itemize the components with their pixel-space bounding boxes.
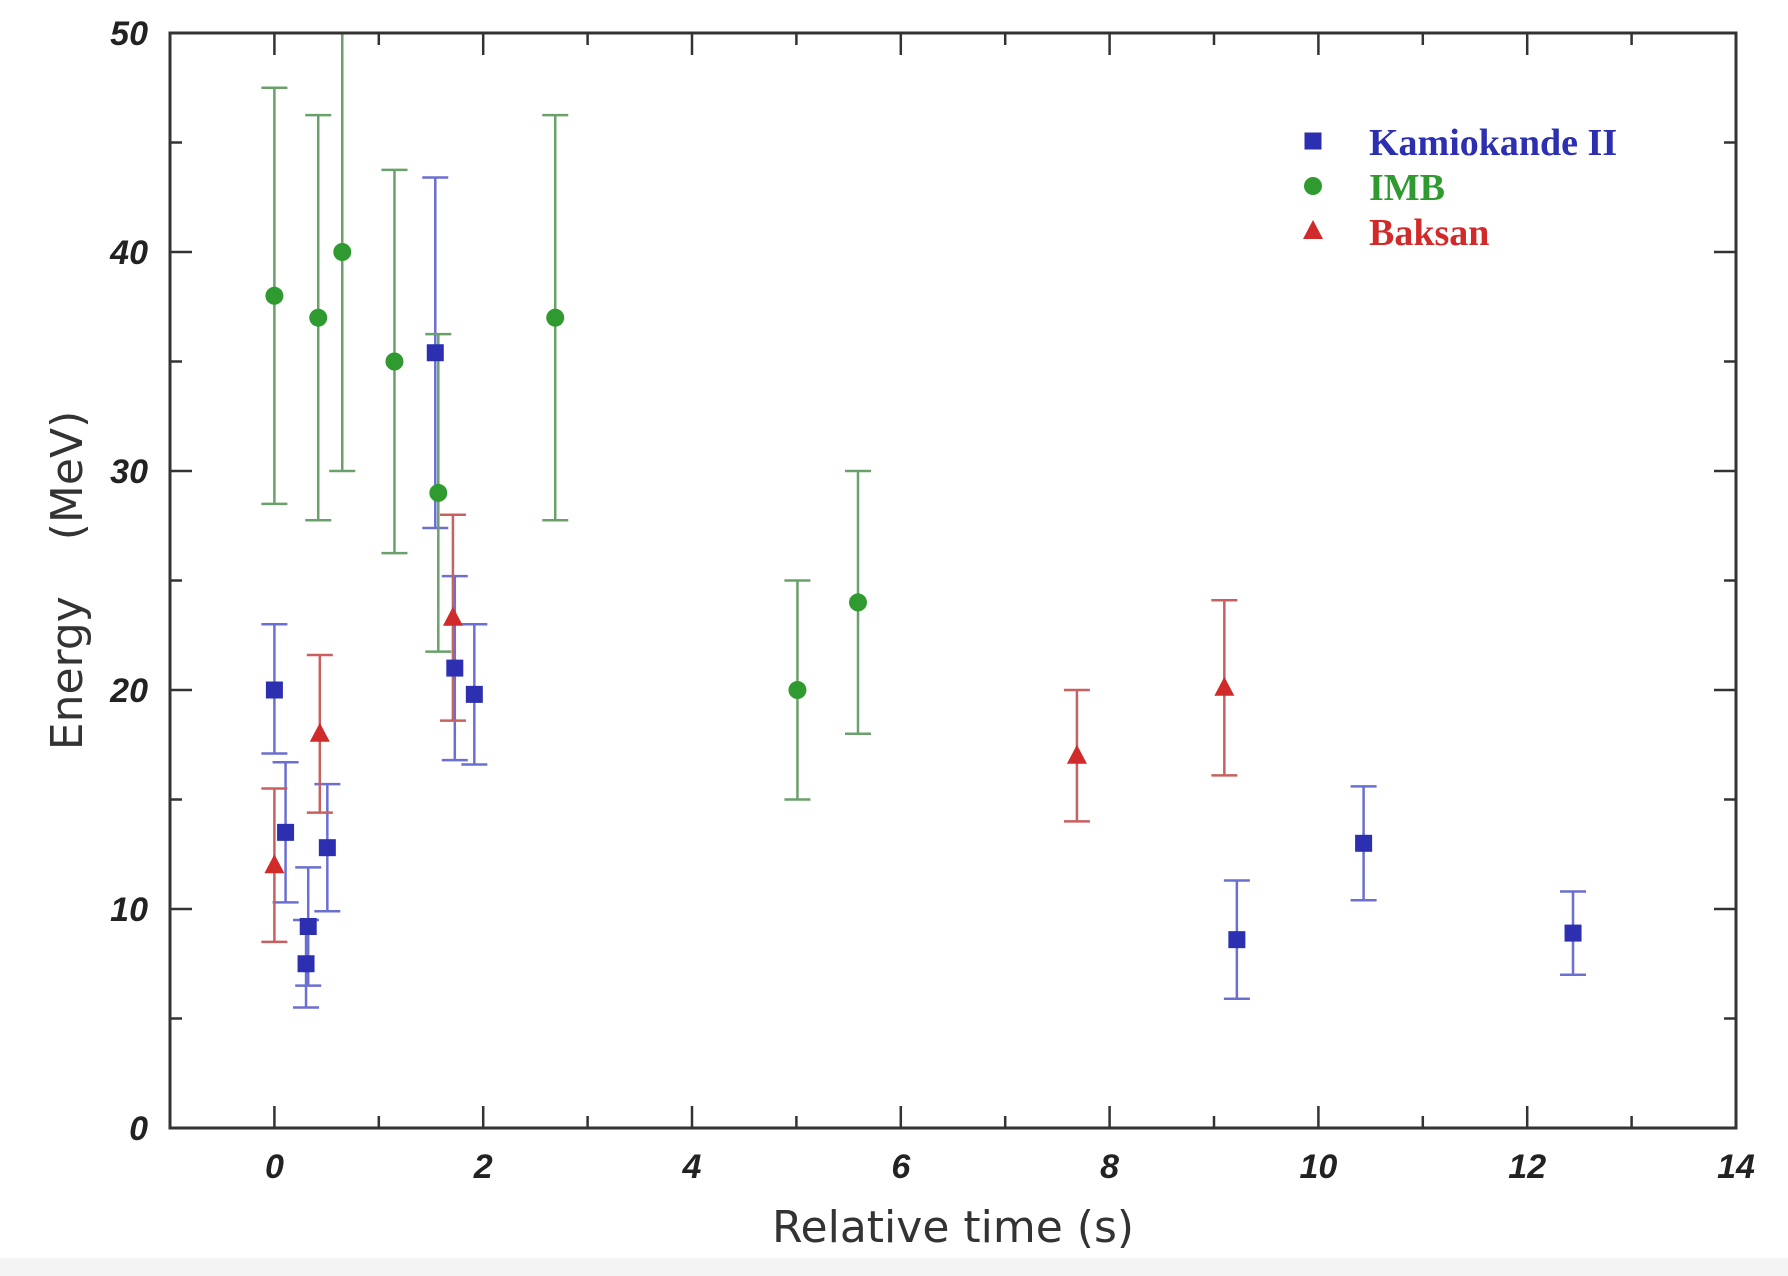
imb-point [333, 243, 352, 261]
kamiokande-ii-point [297, 955, 315, 973]
legend-label-kamiokande-ii: Kamiokande II [1369, 122, 1617, 164]
y-tick-label: 0 [129, 1110, 148, 1148]
kamiokande-ii-point [1564, 924, 1582, 942]
imb-point [848, 593, 867, 612]
x-tick-label: 6 [891, 1148, 911, 1186]
legend-label-imb: IMB [1369, 167, 1445, 209]
y-tick-label: 20 [109, 672, 148, 710]
imb-point [265, 286, 284, 305]
kamiokande-ii-point [465, 685, 483, 703]
kamiokande-ii-point [318, 839, 336, 857]
baksan-point [309, 722, 330, 742]
data-points [264, 243, 1582, 973]
legend-marker-baksan [1303, 220, 1323, 239]
y-tick-label: 40 [109, 234, 148, 272]
y-tick-label: 30 [110, 453, 148, 491]
legend-label-baksan: Baksan [1369, 212, 1489, 254]
y-axis-label: Energy (MeV) [42, 411, 93, 750]
imb-point [788, 681, 807, 699]
kamiokande-ii-point [277, 823, 295, 841]
imb-point [429, 483, 448, 502]
kamiokande-ii-point [265, 681, 283, 699]
x-tick-label: 0 [265, 1148, 284, 1186]
kamiokande-ii-point [299, 918, 317, 936]
x-tick-label: 2 [473, 1148, 493, 1186]
y-tick-label: 10 [110, 891, 148, 929]
x-tick-label: 10 [1299, 1148, 1337, 1186]
kamiokande-ii-point [1355, 834, 1373, 852]
x-tick-label: 8 [1100, 1148, 1119, 1186]
imb-point [546, 308, 565, 327]
kamiokande-ii-point [1228, 931, 1246, 949]
baksan-point [442, 606, 463, 626]
baksan-point [1214, 676, 1235, 696]
plot-frame [168, 31, 1738, 1130]
axis-ticks [168, 31, 1738, 1130]
legend-marker-imb [1304, 177, 1322, 195]
kamiokande-ii-point [426, 344, 444, 362]
bottom-strip [0, 1258, 1788, 1276]
baksan-point [264, 854, 285, 874]
kamiokande-ii-point [446, 659, 464, 677]
tick-labels: 0 2 4 6 8 10 12 14 0 10 20 30 40 50 [109, 15, 1755, 1186]
baksan-point [1066, 744, 1087, 764]
x-tick-label: 14 [1717, 1148, 1755, 1186]
x-tick-label: 12 [1508, 1148, 1546, 1186]
imb-point [309, 308, 328, 327]
x-tick-label: 4 [682, 1148, 702, 1186]
legend-marker-kamiokande-ii [1304, 132, 1322, 150]
imb-point [385, 352, 404, 371]
y-tick-label: 50 [110, 15, 148, 53]
x-axis-label: Relative time (s) [772, 1202, 1134, 1253]
